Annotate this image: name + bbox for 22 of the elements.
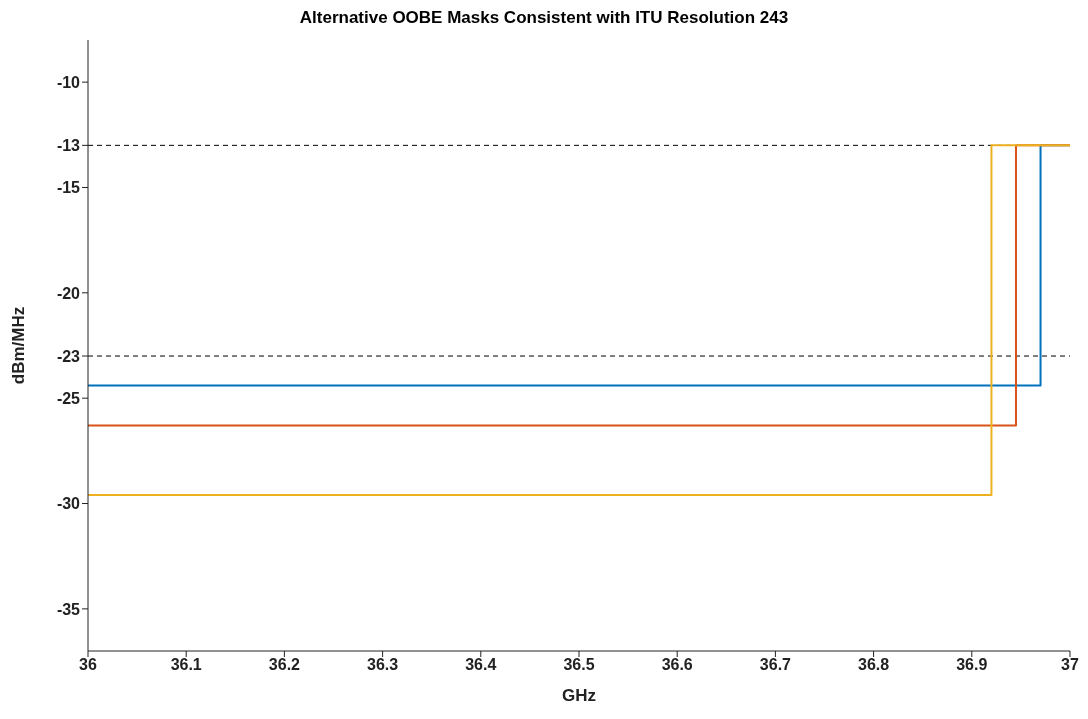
x-tick-label: 36.4	[465, 656, 497, 674]
x-axis-title: GHz	[562, 686, 596, 705]
x-tick-label: 36.3	[367, 656, 399, 674]
y-tick-label: -35	[56, 600, 81, 618]
x-tick-label: 36.5	[563, 656, 595, 674]
y-tick-label: -13	[56, 137, 81, 155]
y-tick-label: -20	[56, 284, 81, 302]
y-tick-label: -15	[56, 179, 81, 197]
chart-title: Alternative OOBE Masks Consistent with ITU Resolution 243	[298, 8, 790, 29]
x-tick-label: 37	[1061, 656, 1079, 674]
x-tick-label: 36	[79, 656, 97, 674]
x-tick-label: 36.9	[956, 656, 988, 674]
x-tick-label: 36.1	[170, 656, 202, 674]
y-tick-label: -23	[56, 347, 81, 365]
y-tick-label: -30	[56, 495, 81, 513]
x-tick-label: 36.8	[858, 656, 890, 674]
x-tick-label: 36.2	[268, 656, 301, 674]
y-tick-label: -10	[56, 73, 81, 91]
y-axis-title: dBm/MHz	[9, 306, 29, 385]
x-tick-label: 36.7	[759, 656, 792, 674]
y-tick-label: -25	[56, 389, 81, 407]
x-tick-label: 36.6	[661, 656, 693, 674]
